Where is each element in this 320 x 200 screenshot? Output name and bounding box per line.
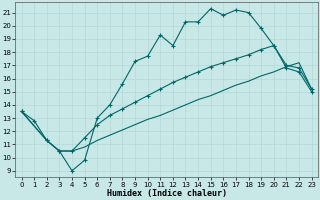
X-axis label: Humidex (Indice chaleur): Humidex (Indice chaleur)	[107, 189, 227, 198]
